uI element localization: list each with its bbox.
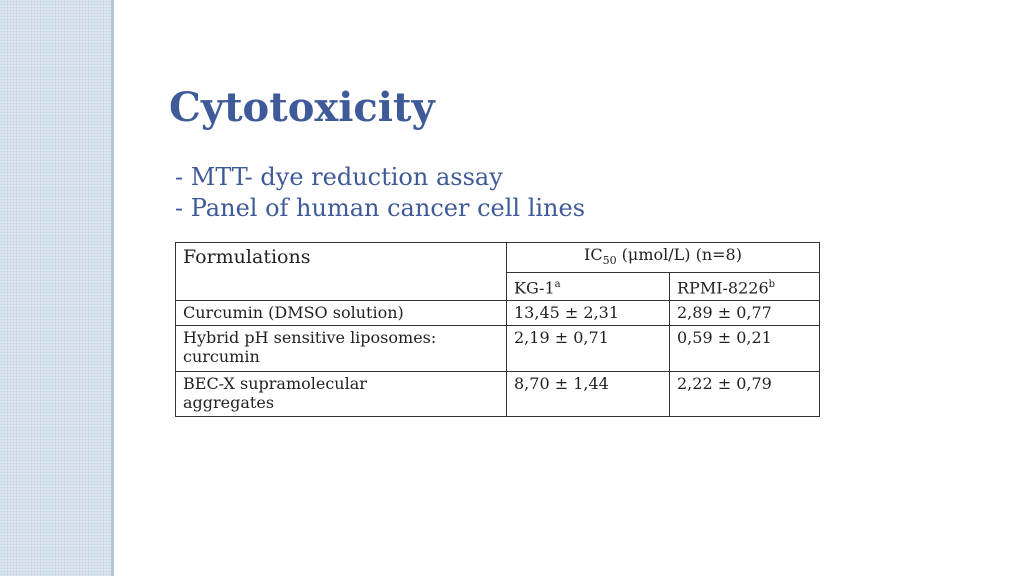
cell-formulation: Hybrid pH sensitive liposomes: curcumin: [175, 324, 507, 372]
decorative-sidebar: [0, 0, 111, 576]
header-ic50: IC50 (μmol/L) (n=8): [506, 241, 820, 274]
bullet-list: - MTT- dye reduction assay - Panel of hu…: [175, 162, 585, 224]
cell-kg1: 2,19 ± 0,71: [506, 324, 670, 372]
bullet-item: - Panel of human cancer cell lines: [175, 194, 586, 222]
header-formulations: Formulations: [175, 242, 507, 301]
sidebar-edge: [111, 0, 114, 576]
table-subheader-row: KG-1a RPMI-8226b: [176, 272, 820, 301]
table-row: Hybrid pH sensitive liposomes: curcumin …: [175, 324, 820, 372]
table-row: Curcumin (DMSO solution) 13,45 ± 2,31 2,…: [175, 299, 820, 326]
bullet-item: - MTT- dye reduction assay: [175, 163, 503, 191]
cell-rpmi: 2,89 ± 0,77: [669, 299, 820, 326]
header-kg1: KG-1a: [506, 272, 670, 301]
header-rpmi: RPMI-8226b: [669, 272, 820, 301]
cell-kg1: 8,70 ± 1,44: [506, 370, 670, 417]
cell-formulation: Curcumin (DMSO solution): [175, 299, 507, 326]
ic50-table: Formulations IC50 (μmol/L) (n=8) KG-1a R…: [175, 241, 820, 417]
table-header-row: Formulations IC50 (μmol/L) (n=8): [175, 241, 820, 301]
cell-rpmi: 2,22 ± 0,79: [669, 370, 820, 417]
cell-rpmi: 0,59 ± 0,21: [669, 324, 820, 372]
table-row: BEC-X supramolecular aggregates 8,70 ± 1…: [175, 370, 820, 417]
cell-formulation: BEC-X supramolecular aggregates: [175, 370, 507, 417]
slide-title: Cytotoxicity: [169, 84, 435, 131]
cell-kg1: 13,45 ± 2,31: [506, 299, 670, 326]
